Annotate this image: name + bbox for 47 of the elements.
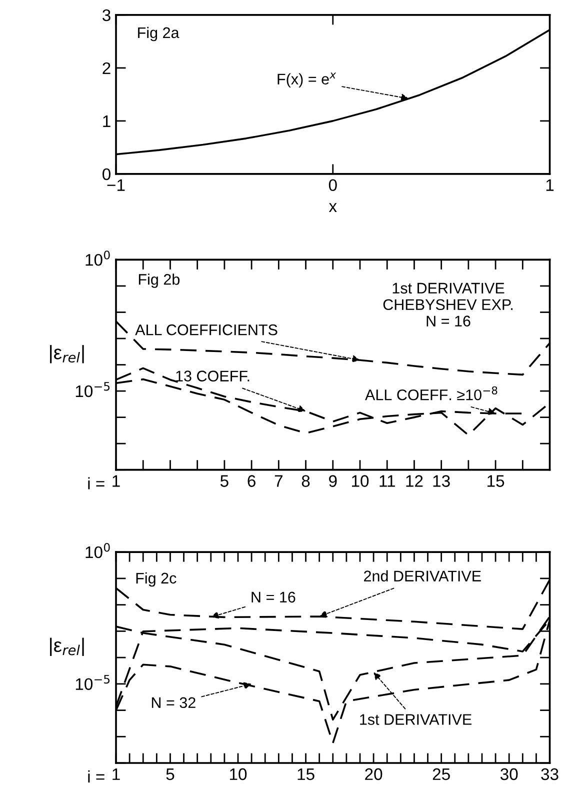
y-tick-label: 3 [102,9,110,22]
x-tick-label: 15 [298,768,314,780]
y-tick-label: 10$^{−5}$ [76,382,110,398]
x-tick-label: 10 [230,768,247,780]
x-tick-label: 30 [500,768,518,780]
annotation: N = 16 [252,592,296,603]
x-tick-label: 5 [220,475,228,487]
x-tick-label: 12 [406,475,423,487]
x-axis-title: x [328,203,337,212]
annotation: F(x) = e$^{x}$ [278,72,336,88]
x-tick-label: 9 [329,475,337,487]
y-tick-label: 10$^{0}$ [86,542,110,558]
y-axis-title: |ε$_{rel}$| [50,345,84,364]
x-tick-label: 6 [248,475,256,487]
annotation: ALL COEFFICIENTS [135,324,278,336]
y-axis-title: |ε$_{rel}$| [50,638,84,656]
x-tick-label: 7 [274,475,282,487]
annotation: 1st DERIVATIVE [360,714,472,725]
annotation: 1st DERIVATIVE CHEBYSHEV EXP. N = 16 [383,282,513,326]
annotation: 13 COEFF. [176,370,250,382]
annotation: N = 32 [152,697,196,708]
x-tick-label: 10 [352,475,369,487]
x-tick-label: 1 [546,179,554,191]
y-tick-label: 0 [102,168,110,180]
y-tick-label: 1 [103,116,110,127]
y-tick-label: 10$^{0}$ [86,250,110,266]
x-tick-label: 25 [432,768,450,780]
annotation: Fig 2a [138,26,180,42]
x-tick-label: 11 [380,475,395,487]
x-tick-label: 20 [365,768,382,780]
x-tick-label: 15 [488,475,504,487]
annotation: ALL COEFF. ≥10$^{−8}$ [365,386,498,400]
x-tick-label: 1 [112,768,120,780]
x-tick-label: −1 [107,179,125,191]
y-tick-label: 10$^{−5}$ [76,674,110,690]
x-tick-label: 1 [112,475,120,487]
x-tick-label: 0 [328,179,337,192]
x-axis-title: i = [88,770,104,782]
x-axis-title: i = [88,477,104,490]
x-tick-label: 13 [433,475,450,487]
x-tick-label: 5 [166,768,174,780]
y-tick-label: 2 [102,62,110,74]
annotation: Fig 2b [138,274,180,288]
annotation: Fig 2c [136,572,176,587]
x-tick-label: 8 [302,475,310,487]
x-tick-label: 33 [541,768,558,780]
annotation: 2nd DERIVATIVE [364,570,481,582]
